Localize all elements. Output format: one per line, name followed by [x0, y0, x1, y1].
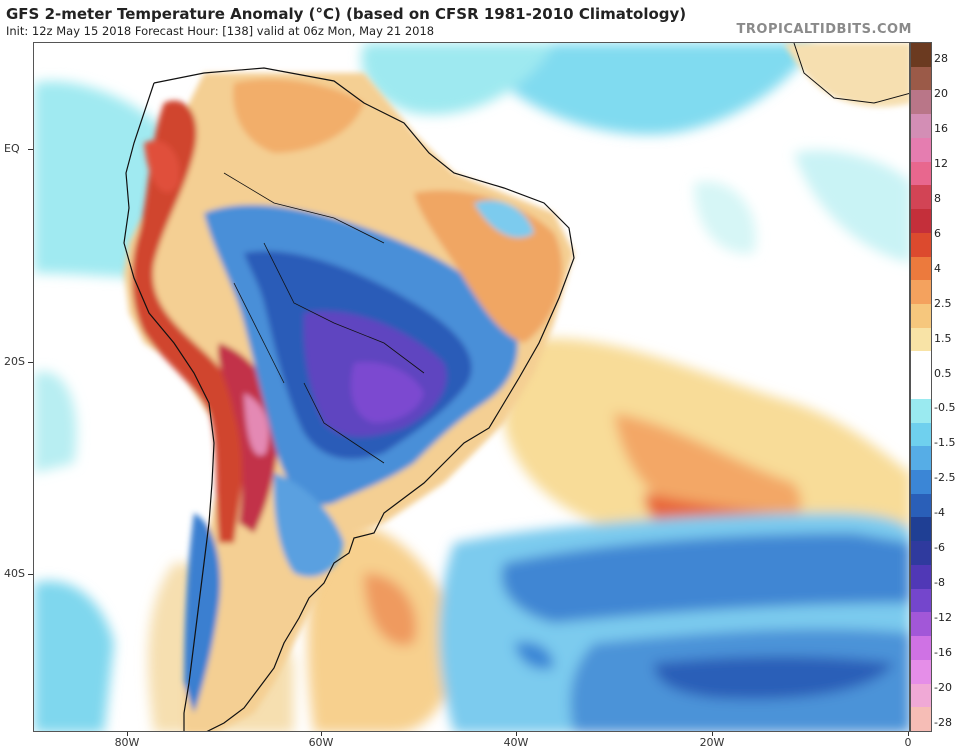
- colorbar-swatch: [911, 470, 931, 495]
- colorbar-label: -4: [934, 506, 945, 520]
- colorbar-label: 12: [934, 156, 948, 170]
- lon-tick: [127, 732, 128, 736]
- colorbar-swatch: [911, 137, 931, 163]
- colorbar-swatch: [911, 256, 931, 281]
- colorbar: [910, 42, 932, 732]
- lon-tick: [712, 732, 713, 736]
- map-canvas: [34, 43, 909, 731]
- colorbar-swatch: [911, 209, 931, 234]
- lon-label-20w: 20W: [699, 736, 725, 749]
- colorbar-label: -16: [934, 646, 952, 660]
- lat-tick: [28, 362, 33, 363]
- colorbar-label: -28: [934, 716, 952, 729]
- colorbar-label: 4: [934, 261, 941, 275]
- lon-tick: [516, 732, 517, 736]
- colorbar-label: 8: [934, 191, 941, 205]
- colorbar-label: 20: [934, 86, 948, 100]
- colorbar-label: 6: [934, 226, 941, 240]
- colorbar-swatch: [911, 588, 931, 613]
- lat-tick: [28, 149, 33, 150]
- colorbar-swatch: [911, 636, 931, 661]
- colorbar-swatch: [911, 541, 931, 566]
- colorbar-label: -0.5: [934, 401, 956, 415]
- colorbar-swatch: [911, 707, 931, 732]
- colorbar-label: 2.5: [934, 296, 952, 310]
- colorbar-swatch: [911, 327, 931, 352]
- colorbar-swatch: [911, 43, 931, 68]
- colorbar-label: 1.5: [934, 331, 952, 345]
- colorbar-swatch: [911, 280, 931, 305]
- lat-label-20s: 20S: [4, 355, 25, 368]
- colorbar-swatch: [911, 66, 931, 91]
- colorbar-swatch: [911, 398, 931, 424]
- colorbar-swatch: [911, 303, 931, 329]
- colorbar-label: -8: [934, 576, 945, 590]
- forecast-info: Init: 12z May 15 2018 Forecast Hour: [13…: [6, 24, 435, 38]
- lat-tick: [28, 574, 33, 575]
- anomaly-map: [33, 42, 910, 732]
- coastlines: [123, 43, 909, 731]
- colorbar-swatch: [911, 90, 931, 115]
- colorbar-label: -12: [934, 611, 952, 625]
- lon-label-0: 0: [904, 736, 912, 749]
- lon-tick: [908, 732, 909, 736]
- colorbar-label: 0.5: [934, 366, 952, 380]
- colorbar-swatch: [911, 683, 931, 708]
- colorbar-swatch: [911, 517, 931, 542]
- lon-tick: [321, 732, 322, 736]
- colorbar-swatch: [911, 232, 931, 257]
- colorbar-swatch: [911, 659, 931, 685]
- colorbar-swatch: [911, 185, 931, 210]
- colorbar-swatch: [911, 375, 931, 400]
- colorbar-swatch: [911, 351, 931, 376]
- lat-label-40s: 40S: [4, 567, 25, 580]
- lon-label-60w: 60W: [308, 736, 334, 749]
- colorbar-label: -2.5: [934, 471, 956, 485]
- source-watermark: TROPICALTIDBITS.COM: [736, 22, 912, 37]
- colorbar-label: 28: [934, 52, 948, 65]
- colorbar-swatch: [911, 446, 931, 471]
- colorbar-label: 16: [934, 121, 948, 135]
- map-title: GFS 2-meter Temperature Anomaly (°C) (ba…: [6, 5, 687, 23]
- lat-label-eq: EQ: [4, 142, 20, 155]
- lon-label-40w: 40W: [503, 736, 529, 749]
- colorbar-swatch: [911, 114, 931, 139]
- colorbar-swatch: [911, 493, 931, 518]
- colorbar-swatch: [911, 564, 931, 590]
- colorbar-label: -6: [934, 541, 945, 555]
- colorbar-label: -20: [934, 681, 952, 695]
- colorbar-swatch: [911, 161, 931, 186]
- lon-label-80w: 80W: [114, 736, 140, 749]
- land-anomaly-field: [124, 43, 909, 731]
- colorbar-swatch: [911, 612, 931, 637]
- colorbar-swatch: [911, 422, 931, 447]
- colorbar-label: -1.5: [934, 436, 956, 450]
